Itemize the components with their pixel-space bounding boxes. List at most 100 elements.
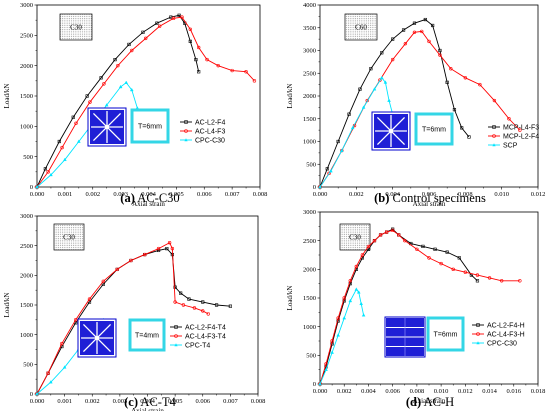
data-point-ac-l4-f3-h [475,273,480,277]
x-tick-label: 0.002 [85,398,100,405]
x-tick-label: 0.002 [85,191,100,198]
x-tick-label: 0.000 [313,388,328,395]
data-point-ac-l4-f3-t4 [87,297,92,301]
y-tick-label: 1500 [20,302,33,309]
data-point-mcp-l2-f4 [478,82,482,87]
data-point-ac-l2-f4 [177,13,181,17]
legend-marker [184,120,188,124]
legend-marker [174,334,178,338]
y-axis-label: Load/kN [3,84,11,109]
data-point-mcp-l4-f3 [460,126,464,130]
tube-thickness-label: T=4mm [135,332,159,339]
data-point-mcp-l4-f3 [467,135,471,139]
tube-thickness-label: T=6mm [138,123,162,130]
legend-marker [492,143,496,147]
caption-text: AC-H [421,395,454,409]
x-tick-label: 0.004 [385,191,400,198]
legend-label-mcp-l2-f4: MCP-L2-F4 [503,133,539,140]
data-point-ac-l2-f4 [57,139,61,144]
data-point-ac-l2-f4 [85,94,89,98]
y-tick-label: 0 [313,184,316,191]
data-point-cpc-c30 [124,80,129,84]
concrete-grade-label: C30 [349,234,361,242]
data-point-mcp-l2-f4 [507,117,511,121]
caption-text: AC-T4 [138,395,177,409]
data-point-ac-l4-f3-t4 [181,303,186,307]
x-tick-label: 0.016 [506,388,521,395]
data-point-ac-l4-f3-h [451,267,455,272]
x-tick-label: 0.006 [422,191,437,198]
data-point-mcp-l2-f4 [412,30,417,34]
data-point-mcp-l2-f4 [420,29,424,34]
data-point-mcp-l4-f3 [347,112,351,116]
data-point-ac-l4-f3 [180,15,184,19]
legend-marker [476,332,480,336]
data-point-ac-l4-f3 [216,63,220,68]
y-axis-label: Load/kN [286,84,294,109]
data-point-mcp-l2-f4 [463,76,468,80]
data-point-mcp-l4-f3 [380,51,384,55]
data-point-cpc-c30 [356,290,361,294]
data-point-ac-l4-f3 [130,48,134,53]
series-line-ac-l2-f4-t4 [36,248,231,395]
x-tick-label: 0.007 [223,398,238,405]
data-point-ac-l4-f3 [102,82,106,86]
data-point-mcp-l4-f3 [438,48,442,53]
data-point-ac-l4-f3-h [415,247,419,251]
x-tick-label: 0.000 [30,191,45,198]
data-point-ac-l2-f4 [113,57,117,62]
legend-marker [174,343,178,347]
data-point-ac-l4-f3-h [348,279,352,283]
data-point-cpc-c30 [361,313,366,317]
data-point-ac-l4-f3-h [397,233,401,237]
x-axis-label: Axial strain [131,407,164,411]
y-tick-label: 3000 [303,209,316,216]
data-point-ac-l2-f4 [141,30,145,34]
x-tick-label: 0.002 [337,388,352,395]
x-tick-label: 0.008 [458,191,473,198]
y-tick-label: 1500 [303,116,316,123]
data-point-ac-l4-f3-h [384,230,389,234]
legend-label-cpc-c30: CPC-C30 [195,137,225,144]
legend-label-mcp-l4-f3: MCP-L4-F3 [503,124,539,131]
data-point-ac-l2-f4 [188,39,192,43]
data-point-mcp-l2-f4 [403,41,408,46]
x-axis-label: Axial strain [413,200,446,208]
y-tick-label: 500 [306,353,316,360]
panel-d-ac-h: 0.000 0.002 0.004 0.006 0.008 0.010 0.012 0.014… [286,209,545,409]
data-point-cpc-c30 [336,333,341,337]
x-tick-label: 0.004 [361,388,376,395]
y-tick-label: 1000 [303,324,316,331]
x-tick-label: 0.006 [197,191,212,198]
panel-caption: (b) Control specimens [374,191,486,205]
series-line-ac-l2-f4-h [319,228,478,385]
data-point-scp [383,80,388,84]
panel-caption: (c) AC-T4 [124,395,176,409]
y-axis-label: Load/kN [3,293,11,318]
y-tick-label: 500 [306,161,316,168]
data-point-ac-l4-f3 [252,79,257,83]
data-point-ac-l4-f3-h [427,256,431,260]
data-point-ac-l4-f3-t4 [60,341,64,346]
data-point-mcp-l4-f3 [336,139,340,144]
data-point-cpc-c30 [76,139,81,143]
legend-label-ac-l4-f3-t4: AC-L4-F3-T4 [185,333,226,340]
y-tick-label: 3000 [20,213,33,220]
data-point-cpc-c30 [35,184,39,189]
data-point-ac-l4-f3-t4 [201,309,205,313]
legend-marker [174,325,178,329]
data-point-ac-l2-f4-t4 [228,304,232,308]
data-point-ac-l4-f3 [188,27,193,31]
x-tick-label: 0.005 [169,191,184,198]
data-point-ac-l4-f3-h [518,279,522,283]
series-line-ac-l4-f3-h [319,229,520,385]
data-point-ac-l2-f4 [155,21,159,25]
y-tick-label: 500 [23,154,33,161]
legend-label-ac-l4-f3-h: AC-L4-F3-H [487,331,525,338]
data-point-mcp-l2-f4 [492,98,497,103]
data-point-ac-l4-f3 [230,68,234,73]
data-point-cpc-c30 [348,298,353,303]
data-point-scp [339,148,344,152]
data-point-ac-l4-f3 [74,121,78,126]
y-tick-label: 3000 [303,48,316,55]
